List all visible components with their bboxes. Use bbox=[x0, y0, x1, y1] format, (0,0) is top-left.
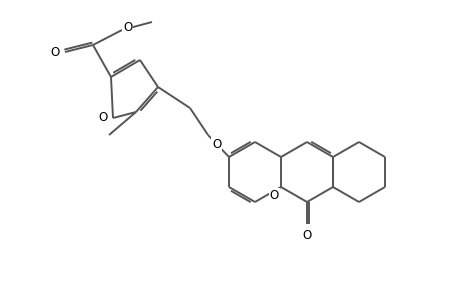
Text: O: O bbox=[123, 20, 132, 34]
Text: O: O bbox=[99, 110, 108, 124]
Text: O: O bbox=[302, 229, 311, 242]
Text: O: O bbox=[212, 138, 221, 151]
Text: O: O bbox=[50, 46, 60, 59]
Text: O: O bbox=[269, 189, 279, 202]
